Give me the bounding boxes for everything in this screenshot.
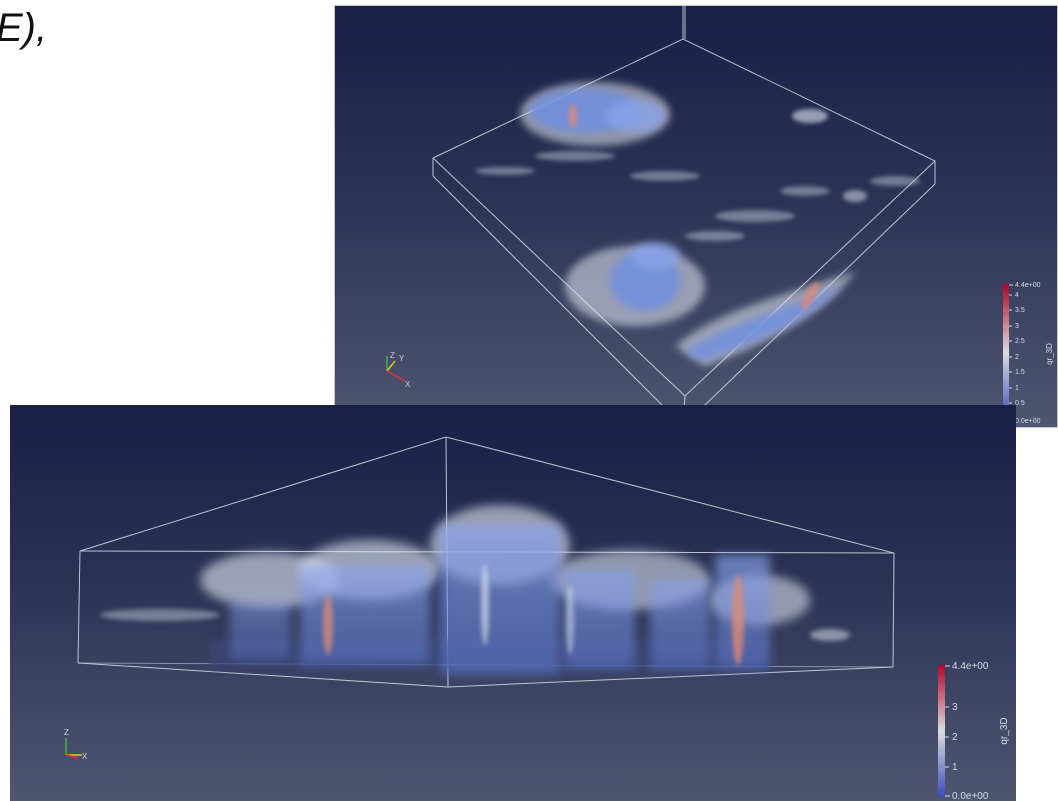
axis-triad: Z Y X xyxy=(386,351,411,389)
cloud-small-top-right xyxy=(792,109,867,202)
axis-label-y: Y xyxy=(399,354,405,363)
side-view-render[interactable]: Z X 4.4e+00 3 2 1 0.0e+00 qr_3D xyxy=(10,405,1016,801)
colorbar-tick-label: 2 xyxy=(952,732,958,743)
colorbar-min-label: 0.0e+00 xyxy=(952,791,989,801)
cloud-cluster-center xyxy=(565,242,705,326)
colorbar-title: qr_3D xyxy=(999,717,1010,744)
axis-label-x: X xyxy=(82,752,88,761)
rain-core-highlights xyxy=(323,565,744,665)
colorbar-title: qr_3D xyxy=(1045,343,1054,365)
colorbar-tick-label: 2.5 xyxy=(1015,338,1025,345)
colorbar-tick-label: 1 xyxy=(1015,385,1019,392)
colorbar-tick-label: 2 xyxy=(1015,354,1019,361)
scattered-cloud-debris xyxy=(475,151,920,241)
colorbar-tick-label: 3 xyxy=(1015,323,1019,330)
axis-triad: Z X xyxy=(64,728,88,761)
rain-columns xyxy=(230,525,770,675)
colorbar-tick-label: 1 xyxy=(952,762,958,773)
colorbar-tick-label: 1.5 xyxy=(1015,369,1025,376)
colorbar-tick-label: 0.5 xyxy=(1015,400,1025,407)
cloud-cluster-bottom-right xyxy=(675,271,855,366)
caption-fragment: E), xyxy=(0,6,48,50)
cloud-cluster-top-left xyxy=(520,82,670,146)
bounding-box-wireframe xyxy=(432,6,936,427)
colorbar: 4.4e+00 3 2 1 0.0e+00 qr_3D xyxy=(938,661,1010,801)
axis-label-x: X xyxy=(405,380,411,389)
top-view-render[interactable]: Z Y X 4.4e+00 4 3.5 3 2.5 2 1.5 1 0.5 xyxy=(334,5,1058,428)
colorbar-tick-label: 4 xyxy=(1015,292,1019,299)
axis-label-z: Z xyxy=(64,728,69,737)
axis-label-z: Z xyxy=(390,351,395,360)
colorbar-tick-label: 3 xyxy=(952,702,958,713)
colorbar: 4.4e+00 4 3.5 3 2.5 2 1.5 1 0.5 0.0e+00 … xyxy=(1003,282,1054,425)
colorbar-tick-label: 3.5 xyxy=(1015,307,1025,314)
colorbar-max-label: 4.4e+00 xyxy=(1015,282,1041,289)
colorbar-max-label: 4.4e+00 xyxy=(952,661,989,672)
colorbar-min-label: 0.0e+00 xyxy=(1015,418,1041,425)
